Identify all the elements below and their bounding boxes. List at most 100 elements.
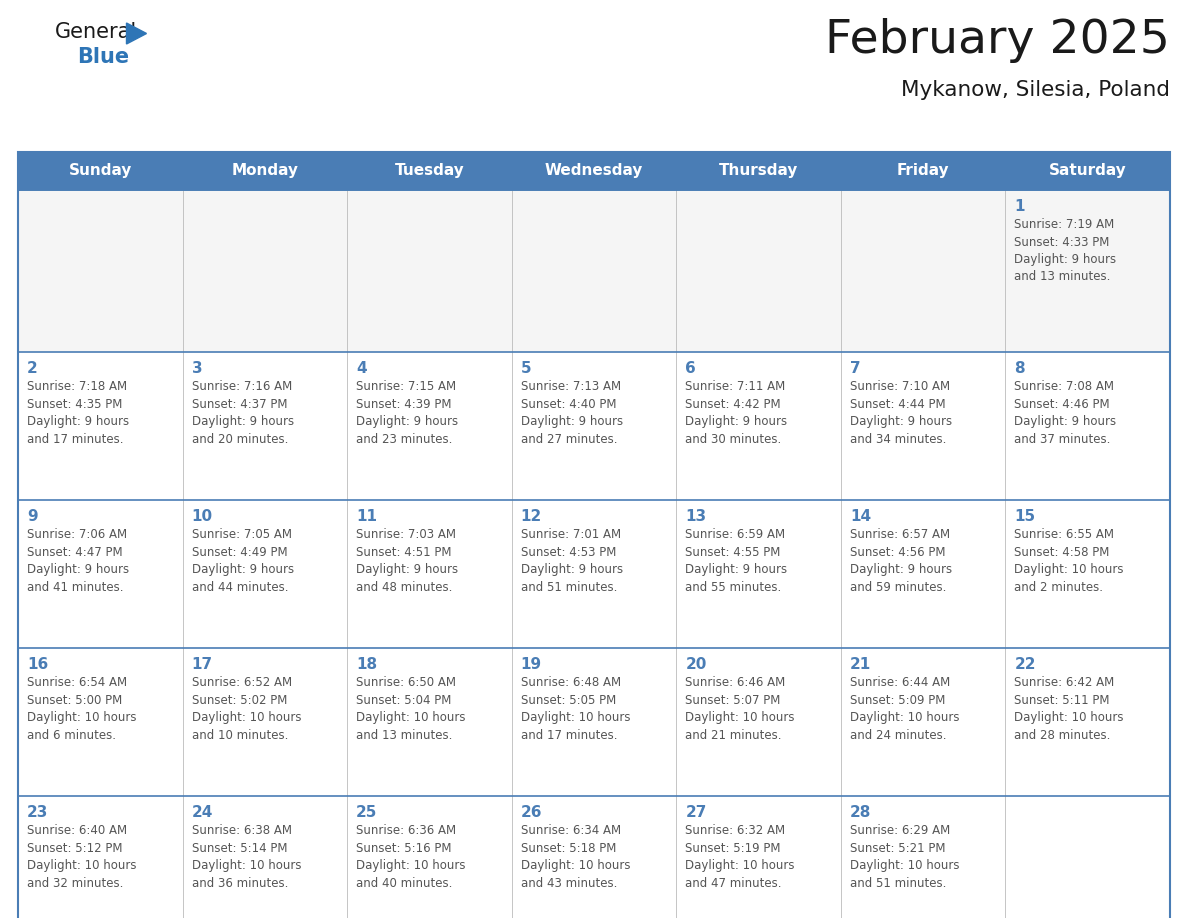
Text: Sunrise: 6:42 AM: Sunrise: 6:42 AM — [1015, 676, 1114, 689]
Text: Daylight: 9 hours: Daylight: 9 hours — [1015, 415, 1117, 428]
Text: Sunrise: 6:55 AM: Sunrise: 6:55 AM — [1015, 528, 1114, 541]
Text: Daylight: 9 hours: Daylight: 9 hours — [1015, 253, 1117, 266]
FancyBboxPatch shape — [18, 500, 1170, 648]
Text: Sunrise: 6:52 AM: Sunrise: 6:52 AM — [191, 676, 292, 689]
Text: 26: 26 — [520, 805, 542, 820]
Text: Blue: Blue — [77, 47, 129, 67]
Text: Daylight: 9 hours: Daylight: 9 hours — [849, 563, 952, 577]
Text: Daylight: 9 hours: Daylight: 9 hours — [356, 563, 459, 577]
Text: Daylight: 9 hours: Daylight: 9 hours — [849, 415, 952, 428]
Text: Daylight: 10 hours: Daylight: 10 hours — [849, 859, 960, 872]
Text: Sunrise: 7:08 AM: Sunrise: 7:08 AM — [1015, 380, 1114, 393]
Text: 6: 6 — [685, 361, 696, 376]
Text: Sunrise: 6:50 AM: Sunrise: 6:50 AM — [356, 676, 456, 689]
Text: Sunrise: 6:48 AM: Sunrise: 6:48 AM — [520, 676, 621, 689]
Text: and 51 minutes.: and 51 minutes. — [849, 877, 946, 890]
Text: and 24 minutes.: and 24 minutes. — [849, 729, 947, 742]
Text: 19: 19 — [520, 657, 542, 672]
Text: Sunset: 5:11 PM: Sunset: 5:11 PM — [1015, 694, 1110, 707]
Text: Daylight: 10 hours: Daylight: 10 hours — [1015, 711, 1124, 724]
Text: General: General — [55, 22, 138, 42]
Text: Thursday: Thursday — [719, 163, 798, 178]
Text: Sunset: 5:16 PM: Sunset: 5:16 PM — [356, 842, 451, 855]
Text: 13: 13 — [685, 509, 707, 524]
Text: Sunrise: 7:19 AM: Sunrise: 7:19 AM — [1015, 218, 1114, 231]
Text: Daylight: 9 hours: Daylight: 9 hours — [191, 563, 293, 577]
Text: Sunset: 4:55 PM: Sunset: 4:55 PM — [685, 545, 781, 558]
Text: 14: 14 — [849, 509, 871, 524]
Text: Sunrise: 6:46 AM: Sunrise: 6:46 AM — [685, 676, 785, 689]
Text: 24: 24 — [191, 805, 213, 820]
Text: and 44 minutes.: and 44 minutes. — [191, 580, 287, 594]
Text: Sunday: Sunday — [69, 163, 132, 178]
Text: Sunrise: 7:10 AM: Sunrise: 7:10 AM — [849, 380, 950, 393]
Text: and 51 minutes.: and 51 minutes. — [520, 580, 617, 594]
Text: Sunset: 4:46 PM: Sunset: 4:46 PM — [1015, 397, 1110, 410]
Text: 23: 23 — [27, 805, 49, 820]
Text: Saturday: Saturday — [1049, 163, 1126, 178]
Text: 22: 22 — [1015, 657, 1036, 672]
Text: Sunset: 5:04 PM: Sunset: 5:04 PM — [356, 694, 451, 707]
Text: Daylight: 10 hours: Daylight: 10 hours — [356, 711, 466, 724]
Text: Sunset: 4:39 PM: Sunset: 4:39 PM — [356, 397, 451, 410]
Text: and 34 minutes.: and 34 minutes. — [849, 432, 946, 445]
Text: Sunrise: 6:44 AM: Sunrise: 6:44 AM — [849, 676, 950, 689]
Text: 9: 9 — [27, 509, 38, 524]
Text: and 21 minutes.: and 21 minutes. — [685, 729, 782, 742]
Text: Sunrise: 7:18 AM: Sunrise: 7:18 AM — [27, 380, 127, 393]
Text: 10: 10 — [191, 509, 213, 524]
Text: Sunrise: 6:54 AM: Sunrise: 6:54 AM — [27, 676, 127, 689]
Text: 28: 28 — [849, 805, 871, 820]
Text: 18: 18 — [356, 657, 378, 672]
Text: Daylight: 10 hours: Daylight: 10 hours — [685, 711, 795, 724]
Text: and 13 minutes.: and 13 minutes. — [1015, 271, 1111, 284]
Text: Sunset: 4:37 PM: Sunset: 4:37 PM — [191, 397, 287, 410]
Text: Sunset: 5:02 PM: Sunset: 5:02 PM — [191, 694, 287, 707]
Polygon shape — [126, 23, 146, 44]
Text: Daylight: 10 hours: Daylight: 10 hours — [191, 859, 301, 872]
Text: Sunset: 5:09 PM: Sunset: 5:09 PM — [849, 694, 946, 707]
Text: Daylight: 9 hours: Daylight: 9 hours — [520, 415, 623, 428]
Text: Sunset: 4:51 PM: Sunset: 4:51 PM — [356, 545, 451, 558]
Text: and 59 minutes.: and 59 minutes. — [849, 580, 946, 594]
Text: Daylight: 9 hours: Daylight: 9 hours — [685, 415, 788, 428]
Text: and 6 minutes.: and 6 minutes. — [27, 729, 116, 742]
Text: Sunset: 4:49 PM: Sunset: 4:49 PM — [191, 545, 287, 558]
Text: 2: 2 — [27, 361, 38, 376]
Text: Daylight: 10 hours: Daylight: 10 hours — [191, 711, 301, 724]
Text: 21: 21 — [849, 657, 871, 672]
Text: Daylight: 10 hours: Daylight: 10 hours — [520, 711, 630, 724]
Text: and 10 minutes.: and 10 minutes. — [191, 729, 287, 742]
Text: Mykanow, Silesia, Poland: Mykanow, Silesia, Poland — [901, 80, 1170, 100]
Text: Sunrise: 7:16 AM: Sunrise: 7:16 AM — [191, 380, 292, 393]
Text: 11: 11 — [356, 509, 377, 524]
FancyBboxPatch shape — [18, 152, 1170, 190]
Text: Sunset: 5:07 PM: Sunset: 5:07 PM — [685, 694, 781, 707]
Text: Sunset: 5:00 PM: Sunset: 5:00 PM — [27, 694, 122, 707]
Text: and 47 minutes.: and 47 minutes. — [685, 877, 782, 890]
Text: Sunset: 4:53 PM: Sunset: 4:53 PM — [520, 545, 617, 558]
Text: Sunset: 5:05 PM: Sunset: 5:05 PM — [520, 694, 615, 707]
Text: and 55 minutes.: and 55 minutes. — [685, 580, 782, 594]
Text: Daylight: 9 hours: Daylight: 9 hours — [520, 563, 623, 577]
Text: Sunset: 5:12 PM: Sunset: 5:12 PM — [27, 842, 122, 855]
Text: Sunrise: 7:11 AM: Sunrise: 7:11 AM — [685, 380, 785, 393]
Text: Daylight: 10 hours: Daylight: 10 hours — [27, 859, 137, 872]
Text: and 2 minutes.: and 2 minutes. — [1015, 580, 1104, 594]
Text: Sunrise: 6:36 AM: Sunrise: 6:36 AM — [356, 824, 456, 837]
Text: and 30 minutes.: and 30 minutes. — [685, 432, 782, 445]
Text: 20: 20 — [685, 657, 707, 672]
Text: and 48 minutes.: and 48 minutes. — [356, 580, 453, 594]
Text: and 27 minutes.: and 27 minutes. — [520, 432, 618, 445]
Text: 25: 25 — [356, 805, 378, 820]
Text: Sunrise: 6:40 AM: Sunrise: 6:40 AM — [27, 824, 127, 837]
Text: Sunrise: 6:34 AM: Sunrise: 6:34 AM — [520, 824, 621, 837]
Text: 7: 7 — [849, 361, 860, 376]
Text: 27: 27 — [685, 805, 707, 820]
Text: Daylight: 10 hours: Daylight: 10 hours — [1015, 563, 1124, 577]
Text: Sunrise: 7:01 AM: Sunrise: 7:01 AM — [520, 528, 621, 541]
Text: Daylight: 9 hours: Daylight: 9 hours — [191, 415, 293, 428]
Text: 16: 16 — [27, 657, 49, 672]
Text: 15: 15 — [1015, 509, 1036, 524]
Text: Sunrise: 6:29 AM: Sunrise: 6:29 AM — [849, 824, 950, 837]
